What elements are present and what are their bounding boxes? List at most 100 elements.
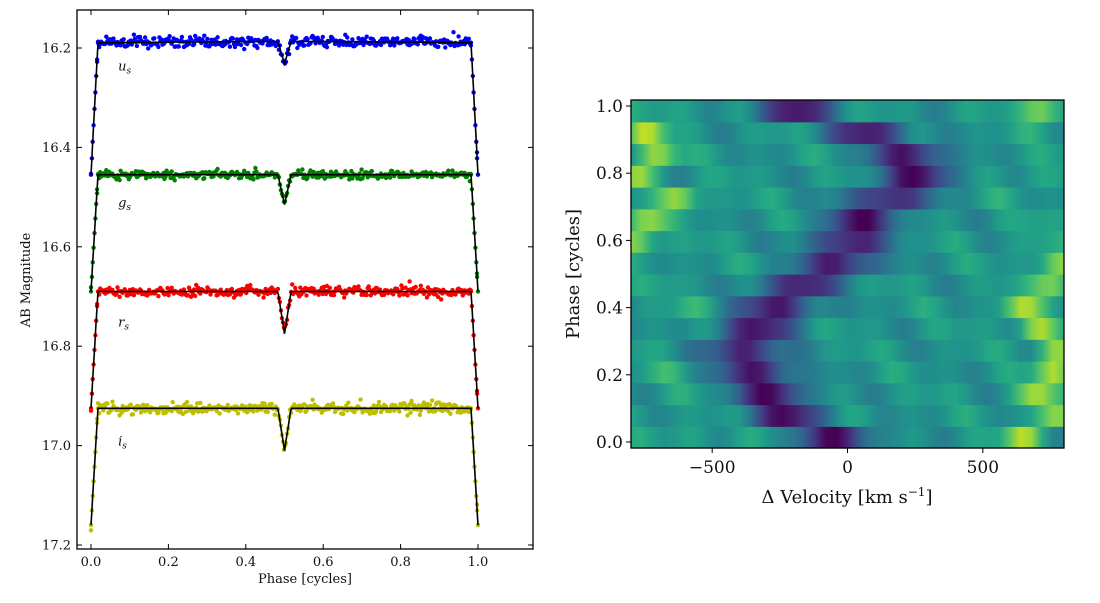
data-point	[304, 408, 309, 414]
data-point	[202, 176, 207, 181]
model-line-g	[90, 173, 479, 292]
data-point	[253, 165, 258, 171]
data-point	[427, 36, 433, 41]
data-point	[331, 292, 337, 298]
data-point	[378, 42, 384, 48]
data-point	[446, 168, 451, 173]
heatmap-row	[631, 100, 1064, 123]
data-point	[215, 35, 220, 40]
data-point	[418, 283, 423, 288]
data-point	[105, 401, 110, 406]
trailed-spectrum-heatmap	[631, 99, 1064, 449]
data-point	[466, 36, 471, 41]
data-point	[191, 41, 197, 47]
data-point	[408, 410, 413, 415]
data-point	[137, 34, 143, 40]
data-point	[172, 178, 177, 183]
data-point	[215, 166, 220, 172]
data-point	[320, 34, 325, 40]
data-point	[327, 285, 333, 291]
data-point	[156, 294, 161, 299]
data-point	[205, 36, 210, 42]
data-point	[145, 403, 150, 408]
heatmap-row	[631, 121, 1064, 145]
y-tick-label: 0.2	[596, 366, 623, 386]
data-point	[170, 399, 175, 405]
y-tick-label: 0.8	[596, 164, 623, 184]
data-point	[235, 411, 241, 416]
data-point	[371, 403, 376, 408]
heatmap-row	[631, 339, 1064, 362]
data-point	[134, 43, 140, 49]
band-label-sub: s	[122, 442, 127, 452]
data-point	[443, 45, 448, 50]
data-point	[166, 293, 171, 298]
model-line-u	[90, 40, 479, 175]
y-tick-label: 16.6	[42, 240, 71, 255]
heatmap-row	[631, 361, 1064, 384]
heatmap-x-axis-label: Δ Velocity [km s−1]	[762, 485, 933, 508]
heatmap-row	[631, 295, 1064, 319]
light-curve-series-i: is	[88, 397, 481, 533]
model-line-i	[90, 407, 479, 526]
data-point	[225, 402, 230, 408]
data-point	[316, 292, 321, 297]
data-point	[248, 283, 253, 288]
data-point	[232, 44, 238, 50]
data-point	[117, 177, 122, 183]
data-point	[341, 411, 346, 417]
data-point	[131, 293, 137, 298]
light-curve-x-ticks: 0.0 0.2 0.4 0.6 0.8 1.0	[81, 10, 489, 570]
data-point	[392, 408, 397, 413]
data-point	[346, 400, 351, 405]
y-tick-label: 1.0	[596, 97, 623, 117]
y-tick-label: 0.4	[596, 299, 623, 319]
x-tick-label: 1.0	[468, 555, 489, 570]
data-point	[202, 33, 207, 38]
heatmap-row	[631, 230, 1064, 253]
light-curve-series-u: us	[88, 30, 481, 177]
x-tick-label: 500	[967, 458, 999, 478]
heatmap-x-axis-label-end: ]	[925, 487, 932, 508]
heatmap-row	[631, 252, 1064, 275]
band-label-sub: s	[124, 322, 129, 332]
data-point	[439, 297, 444, 302]
model-line-r	[90, 290, 479, 409]
light-curve-series-g: gs	[88, 165, 481, 294]
heatmap-row	[631, 187, 1064, 210]
data-point	[364, 34, 369, 39]
data-point	[156, 410, 161, 415]
data-point	[115, 285, 120, 290]
data-point	[310, 397, 315, 402]
heatmap-row	[631, 165, 1064, 188]
data-point	[159, 37, 164, 42]
band-label-main: g	[118, 196, 126, 211]
data-point	[295, 45, 300, 51]
data-point	[330, 401, 336, 406]
data-point	[254, 169, 259, 174]
data-point	[345, 35, 350, 40]
data-point	[152, 36, 157, 41]
x-tick-label: 0.8	[390, 555, 411, 570]
data-point	[391, 292, 396, 297]
heatmap-row	[631, 143, 1064, 166]
data-point	[130, 412, 136, 417]
heatmap-row	[631, 317, 1064, 340]
y-tick-label: 17.2	[42, 539, 71, 554]
heatmap-x-axis-label-superscript: −1	[908, 485, 926, 499]
data-point	[242, 46, 247, 52]
data-point	[121, 37, 126, 42]
data-point	[356, 284, 361, 289]
heatmap-row	[631, 208, 1064, 232]
data-point	[388, 408, 393, 414]
data-point	[146, 46, 151, 51]
data-point	[88, 528, 94, 533]
data-point	[403, 285, 408, 290]
data-point	[229, 286, 235, 292]
data-point	[412, 37, 417, 42]
band-label-main: i	[118, 435, 122, 450]
band-label-main: u	[118, 59, 126, 74]
data-point	[448, 411, 453, 416]
